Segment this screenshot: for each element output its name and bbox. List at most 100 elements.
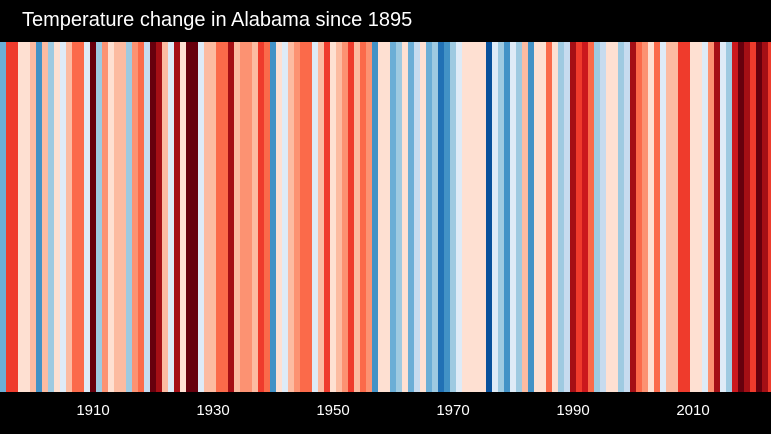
stripe-1962 bbox=[402, 42, 409, 392]
stripe-1910 bbox=[90, 42, 97, 392]
stripe-1957 bbox=[372, 42, 379, 392]
stripe-1997 bbox=[612, 42, 619, 392]
stripe-1939 bbox=[264, 42, 271, 392]
stripe-1988 bbox=[558, 42, 565, 392]
stripe-1924 bbox=[174, 42, 181, 392]
x-tick-label: 2010 bbox=[676, 402, 710, 419]
stripe-1980 bbox=[510, 42, 517, 392]
x-axis: 1910 1930 1950 1970 1990 2010 bbox=[0, 392, 771, 434]
stripe-1908 bbox=[78, 42, 85, 392]
stripe-1929 bbox=[204, 42, 211, 392]
stripe-1943 bbox=[288, 42, 295, 392]
stripe-2010 bbox=[690, 42, 697, 392]
stripe-2016 bbox=[726, 42, 733, 392]
stripe-1921 bbox=[156, 42, 163, 392]
stripe-1986 bbox=[546, 42, 553, 392]
stripe-1937 bbox=[252, 42, 259, 392]
stripe-1961 bbox=[396, 42, 403, 392]
stripe-1977 bbox=[492, 42, 499, 392]
stripe-1965 bbox=[420, 42, 427, 392]
stripe-1968 bbox=[438, 42, 445, 392]
stripe-1959 bbox=[384, 42, 391, 392]
stripe-2003 bbox=[648, 42, 655, 392]
stripe-1991 bbox=[576, 42, 583, 392]
stripe-2023 bbox=[768, 42, 771, 392]
stripe-2012 bbox=[702, 42, 709, 392]
stripe-2002 bbox=[642, 42, 649, 392]
stripe-2020 bbox=[750, 42, 757, 392]
stripe-1915 bbox=[120, 42, 127, 392]
x-tick-label: 1910 bbox=[76, 402, 110, 419]
stripe-1933 bbox=[228, 42, 235, 392]
stripe-1928 bbox=[198, 42, 205, 392]
stripe-1906 bbox=[66, 42, 73, 392]
chart-title: Temperature change in Alabama since 1895 bbox=[22, 9, 413, 31]
stripe-1998 bbox=[618, 42, 625, 392]
stripe-1896 bbox=[6, 42, 13, 392]
stripe-1979 bbox=[504, 42, 511, 392]
stripe-2015 bbox=[720, 42, 727, 392]
stripe-1925 bbox=[180, 42, 187, 392]
stripe-1973 bbox=[468, 42, 475, 392]
stripe-1958 bbox=[378, 42, 385, 392]
stripe-1981 bbox=[516, 42, 523, 392]
stripe-1956 bbox=[366, 42, 373, 392]
stripe-1952 bbox=[342, 42, 349, 392]
stripe-2018 bbox=[738, 42, 745, 392]
stripe-1905 bbox=[60, 42, 67, 392]
stripe-1966 bbox=[426, 42, 433, 392]
stripe-1923 bbox=[168, 42, 175, 392]
stripe-1930 bbox=[210, 42, 217, 392]
stripe-1940 bbox=[270, 42, 277, 392]
warming-stripes bbox=[0, 42, 771, 392]
x-tick-label: 1950 bbox=[316, 402, 350, 419]
stripe-2022 bbox=[762, 42, 769, 392]
stripe-1953 bbox=[348, 42, 355, 392]
stripe-1954 bbox=[354, 42, 361, 392]
stripe-2004 bbox=[654, 42, 661, 392]
stripe-1902 bbox=[42, 42, 49, 392]
stripe-2019 bbox=[744, 42, 751, 392]
stripe-1898 bbox=[18, 42, 25, 392]
stripe-1895 bbox=[0, 42, 7, 392]
stripe-1927 bbox=[192, 42, 199, 392]
stripe-1897 bbox=[12, 42, 19, 392]
stripe-1992 bbox=[582, 42, 589, 392]
stripe-1941 bbox=[276, 42, 283, 392]
stripe-2006 bbox=[666, 42, 673, 392]
stripe-1960 bbox=[390, 42, 397, 392]
x-tick-label: 1990 bbox=[556, 402, 590, 419]
stripe-1942 bbox=[282, 42, 289, 392]
stripe-1964 bbox=[414, 42, 421, 392]
stripe-1917 bbox=[132, 42, 139, 392]
stripe-1919 bbox=[144, 42, 151, 392]
stripe-1974 bbox=[474, 42, 481, 392]
stripe-1931 bbox=[216, 42, 223, 392]
stripe-2021 bbox=[756, 42, 763, 392]
stripe-1995 bbox=[600, 42, 607, 392]
stripe-1918 bbox=[138, 42, 145, 392]
stripe-1901 bbox=[36, 42, 43, 392]
stripe-1911 bbox=[96, 42, 103, 392]
stripe-2013 bbox=[708, 42, 715, 392]
stripe-2008 bbox=[678, 42, 685, 392]
stripe-1984 bbox=[534, 42, 541, 392]
stripe-1947 bbox=[312, 42, 319, 392]
stripe-1978 bbox=[498, 42, 505, 392]
x-tick-label: 1970 bbox=[436, 402, 470, 419]
stripe-1914 bbox=[114, 42, 121, 392]
stripe-1970 bbox=[450, 42, 457, 392]
stripe-1944 bbox=[294, 42, 301, 392]
stripe-1950 bbox=[330, 42, 337, 392]
stripe-1996 bbox=[606, 42, 613, 392]
stripe-1907 bbox=[72, 42, 79, 392]
stripe-1904 bbox=[54, 42, 61, 392]
stripe-1999 bbox=[624, 42, 631, 392]
stripe-1948 bbox=[318, 42, 325, 392]
stripe-1976 bbox=[486, 42, 493, 392]
stripe-2007 bbox=[672, 42, 679, 392]
stripe-1913 bbox=[108, 42, 115, 392]
stripe-1899 bbox=[24, 42, 31, 392]
stripe-2014 bbox=[714, 42, 721, 392]
stripe-1975 bbox=[480, 42, 487, 392]
